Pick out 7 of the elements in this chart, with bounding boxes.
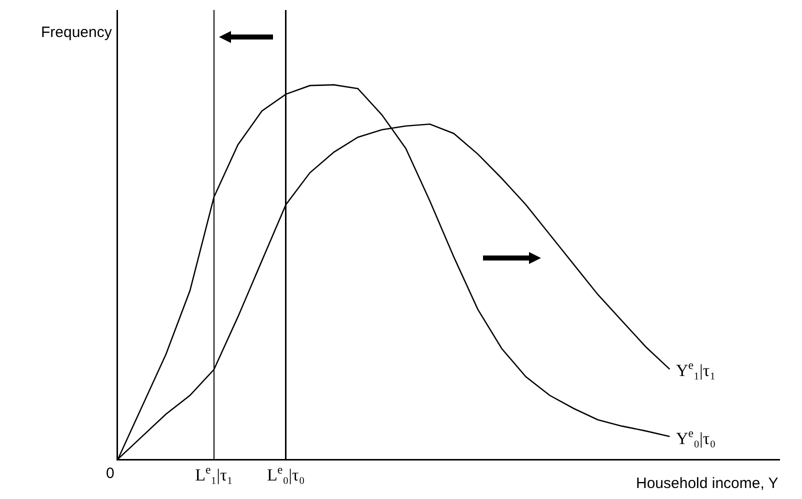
x-tick-label: L$^{e}$₁|τ₁ [195,462,233,485]
series-label: Y$^{e}$₀|τ₀ [676,426,716,448]
series-label: Y$^{e}$₁|τ₁ [676,358,716,380]
x-tick-label: L$^{e}$₀|τ₀ [267,462,305,485]
text: 0 [106,465,114,482]
y-axis-title: Frequency [41,24,112,41]
x-axis-title: Household income, Y [636,475,778,492]
